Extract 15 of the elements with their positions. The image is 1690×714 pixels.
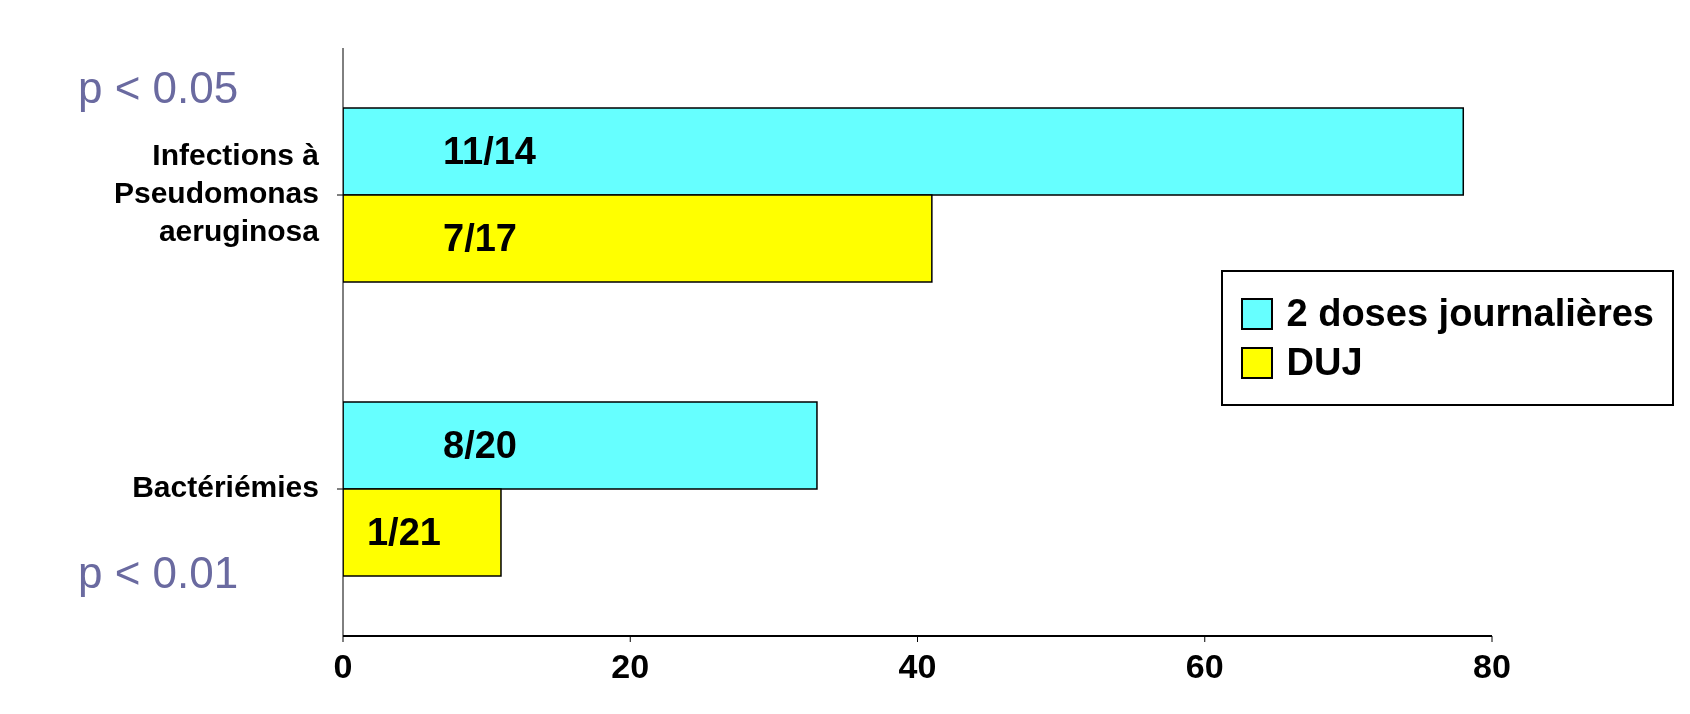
text: p < 0.01: [78, 548, 239, 598]
legend-label: DUJ: [1286, 341, 1363, 384]
x-tick-label: 80: [1473, 647, 1511, 686]
data-label: 7/17: [443, 216, 517, 259]
y-tick-label: Infections à Pseudomonas aeruginosa: [113, 137, 320, 247]
y-tick-label: Bactériémies: [132, 469, 319, 503]
text: p < 0.05: [78, 63, 239, 113]
data-label: 8/20: [443, 423, 517, 466]
x-tick-label: 20: [611, 647, 650, 686]
x-tick-label: 0: [333, 647, 353, 686]
legend-label: 2 doses journalières: [1286, 292, 1654, 335]
x-tick-label: 60: [1185, 647, 1224, 686]
data-label: 11/14: [443, 129, 536, 172]
x-tick-label: 40: [898, 647, 937, 686]
data-label: 1/21: [366, 510, 441, 553]
